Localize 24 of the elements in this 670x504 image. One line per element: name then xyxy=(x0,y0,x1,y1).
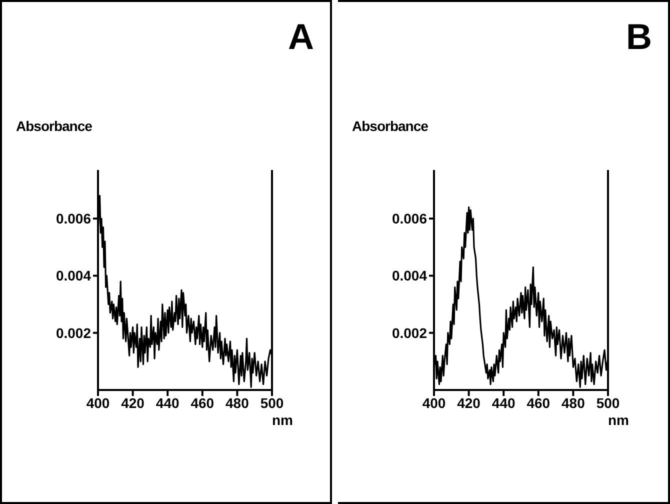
y-tick-label: 0.002 xyxy=(56,324,92,341)
y-tick-label: 0.006 xyxy=(392,210,428,227)
y-axis-title: Absorbance xyxy=(352,118,428,134)
x-tick-label: 420 xyxy=(457,394,481,411)
chart-title: B xyxy=(626,16,652,58)
chart-title: A xyxy=(288,16,314,58)
y-tick-label: 0.002 xyxy=(392,324,428,341)
x-axis-title: nm xyxy=(608,412,629,428)
x-axis-title: nm xyxy=(272,412,293,428)
x-tick-label: 440 xyxy=(492,394,516,411)
x-tick-label: 440 xyxy=(156,394,180,411)
x-tick-label: 400 xyxy=(422,394,446,411)
x-tick-label: 500 xyxy=(260,394,284,411)
x-tick-label: 400 xyxy=(86,394,110,411)
x-tick-label: 480 xyxy=(226,394,250,411)
y-tick-label: 0.004 xyxy=(392,268,428,284)
x-tick-label: 420 xyxy=(121,394,145,411)
x-tick-label: 480 xyxy=(562,394,586,411)
y-tick-label: 0.006 xyxy=(56,210,92,227)
x-tick-label: 460 xyxy=(526,394,550,411)
y-tick-label: 0.004 xyxy=(56,268,92,284)
x-tick-label: 460 xyxy=(190,394,214,411)
x-tick-label: 500 xyxy=(596,394,620,411)
y-axis-title: Absorbance xyxy=(16,118,92,134)
